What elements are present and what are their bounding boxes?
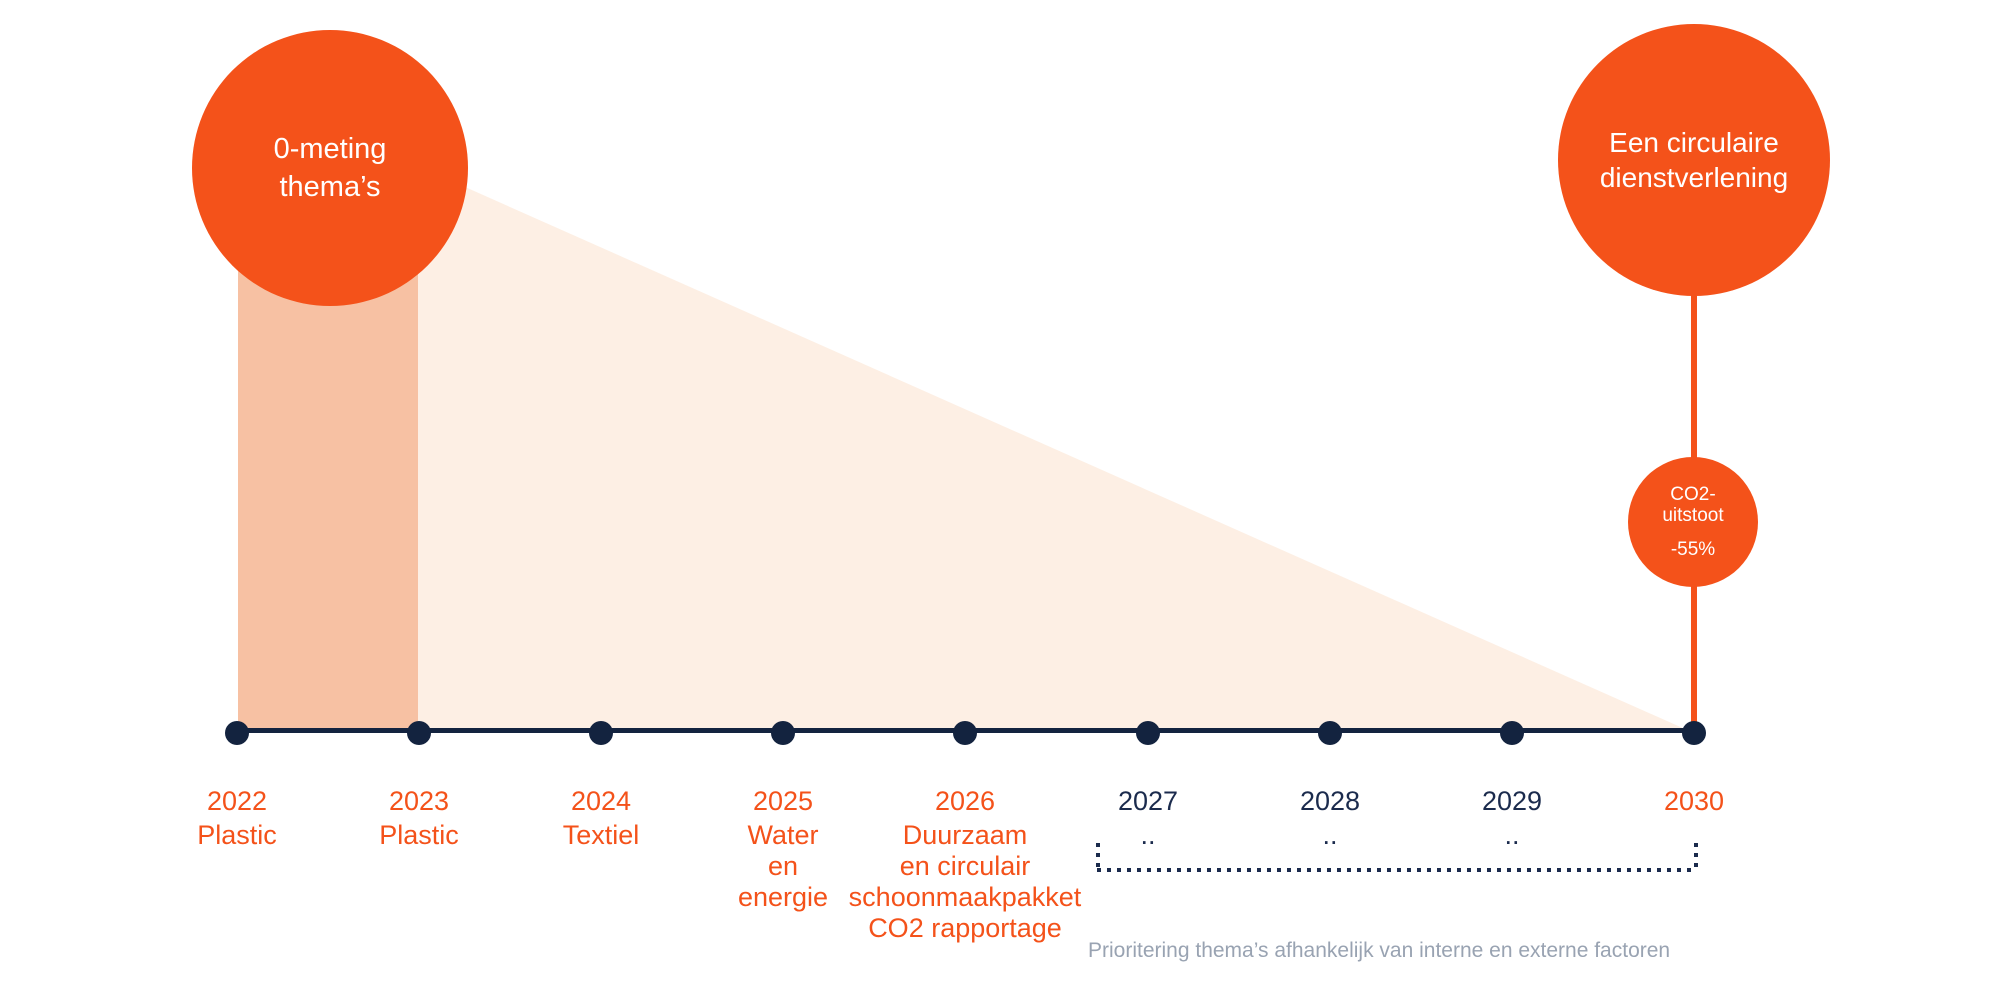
- timeline-labels: ..: [1210, 820, 1450, 851]
- timeline-year: 2028: [1299, 786, 1361, 816]
- timeline-year: 2029: [1481, 786, 1543, 816]
- co2-circle-line1: CO2-: [1670, 484, 1716, 505]
- goal-circle-line2: dienstverlening: [1599, 162, 1789, 193]
- co2-circle-line2: uitstoot: [1662, 505, 1724, 526]
- timeline-dot-2026: [953, 721, 977, 745]
- goal-circle-line1: Een circulaire: [1609, 127, 1779, 158]
- timeline-item-2022: 2022 Plastic: [117, 786, 357, 851]
- timeline-year: 2030: [1663, 786, 1725, 816]
- timeline-dot-2024: [589, 721, 613, 745]
- timeline-labels: ..: [1028, 820, 1268, 851]
- future-range-bracket-left-end: [1096, 843, 1100, 868]
- future-range-bracket-right-end: [1694, 843, 1698, 868]
- timeline-dot-2023: [407, 721, 431, 745]
- timeline-dot-2027: [1136, 721, 1160, 745]
- timeline-year: 2023: [388, 786, 450, 816]
- timeline-label-line: Textiel: [562, 820, 640, 850]
- timeline-label-line: Plastic: [379, 820, 459, 850]
- timeline-labels: Duurzaam en circulair schoonmaakpakket CO2 …: [845, 820, 1085, 944]
- timeline-year: 2025: [752, 786, 814, 816]
- timeline-year: 2022: [206, 786, 268, 816]
- timeline-label-line: ..: [1504, 820, 1520, 850]
- timeline-labels: ..: [1392, 820, 1632, 851]
- footnote-text: Prioritering thema’s afhankelijk van int…: [1088, 939, 1671, 962]
- timeline-item-2026: 2026 Duurzaam en circulair schoonmaakpakke…: [845, 786, 1085, 944]
- timeline-labels: Water en energie: [663, 820, 903, 913]
- timeline-labels: Textiel: [481, 820, 721, 851]
- timeline-item-2029: 2029 ..: [1392, 786, 1632, 851]
- timeline-label-line: schoonmaakpakket: [848, 882, 1082, 912]
- timeline-item-2028: 2028 ..: [1210, 786, 1450, 851]
- timeline-label-line: Water: [747, 820, 819, 850]
- timeline-item-2025: 2025 Water en energie: [663, 786, 903, 913]
- start-circle-line1: 0-meting: [273, 133, 387, 165]
- timeline-label-line: Plastic: [197, 820, 277, 850]
- timeline-label-line: energie: [737, 882, 829, 912]
- timeline-item-2027: 2027 ..: [1028, 786, 1268, 851]
- timeline-label-line: ..: [1322, 820, 1338, 850]
- timeline-dot-2029: [1500, 721, 1524, 745]
- timeline-dot-2030: [1682, 721, 1706, 745]
- timeline-label-line: Duurzaam: [902, 820, 1028, 850]
- timeline-item-2023: 2023 Plastic: [299, 786, 539, 851]
- timeline-year: 2026: [934, 786, 996, 816]
- timeline-dot-2025: [771, 721, 795, 745]
- timeline-label-line: en: [767, 851, 799, 881]
- start-circle-line2: thema’s: [279, 171, 381, 203]
- timeline-label-line: ..: [1140, 820, 1156, 850]
- highlight-band-2022-2023: [238, 240, 418, 733]
- goal-circle: Een circulaire dienstverlening: [1558, 24, 1830, 296]
- co2-circle-line3: -55%: [1670, 539, 1716, 560]
- co2-target-circle: CO2- uitstoot -55%: [1628, 457, 1758, 587]
- timeline-label-line: CO2 rapportage: [868, 913, 1062, 943]
- start-circle: 0-meting thema’s: [192, 30, 468, 306]
- timeline-item-2024: 2024 Textiel: [481, 786, 721, 851]
- timeline-year: 2024: [570, 786, 632, 816]
- timeline-dot-2028: [1318, 721, 1342, 745]
- timeline-labels: Plastic: [299, 820, 539, 851]
- timeline-item-2030: 2030: [1574, 786, 1814, 820]
- future-range-bracket-line: [1097, 868, 1697, 872]
- timeline-label-line: en circulair: [899, 851, 1031, 881]
- timeline-year: 2027: [1117, 786, 1179, 816]
- timeline-labels: Plastic: [117, 820, 357, 851]
- timeline-dot-2022: [225, 721, 249, 745]
